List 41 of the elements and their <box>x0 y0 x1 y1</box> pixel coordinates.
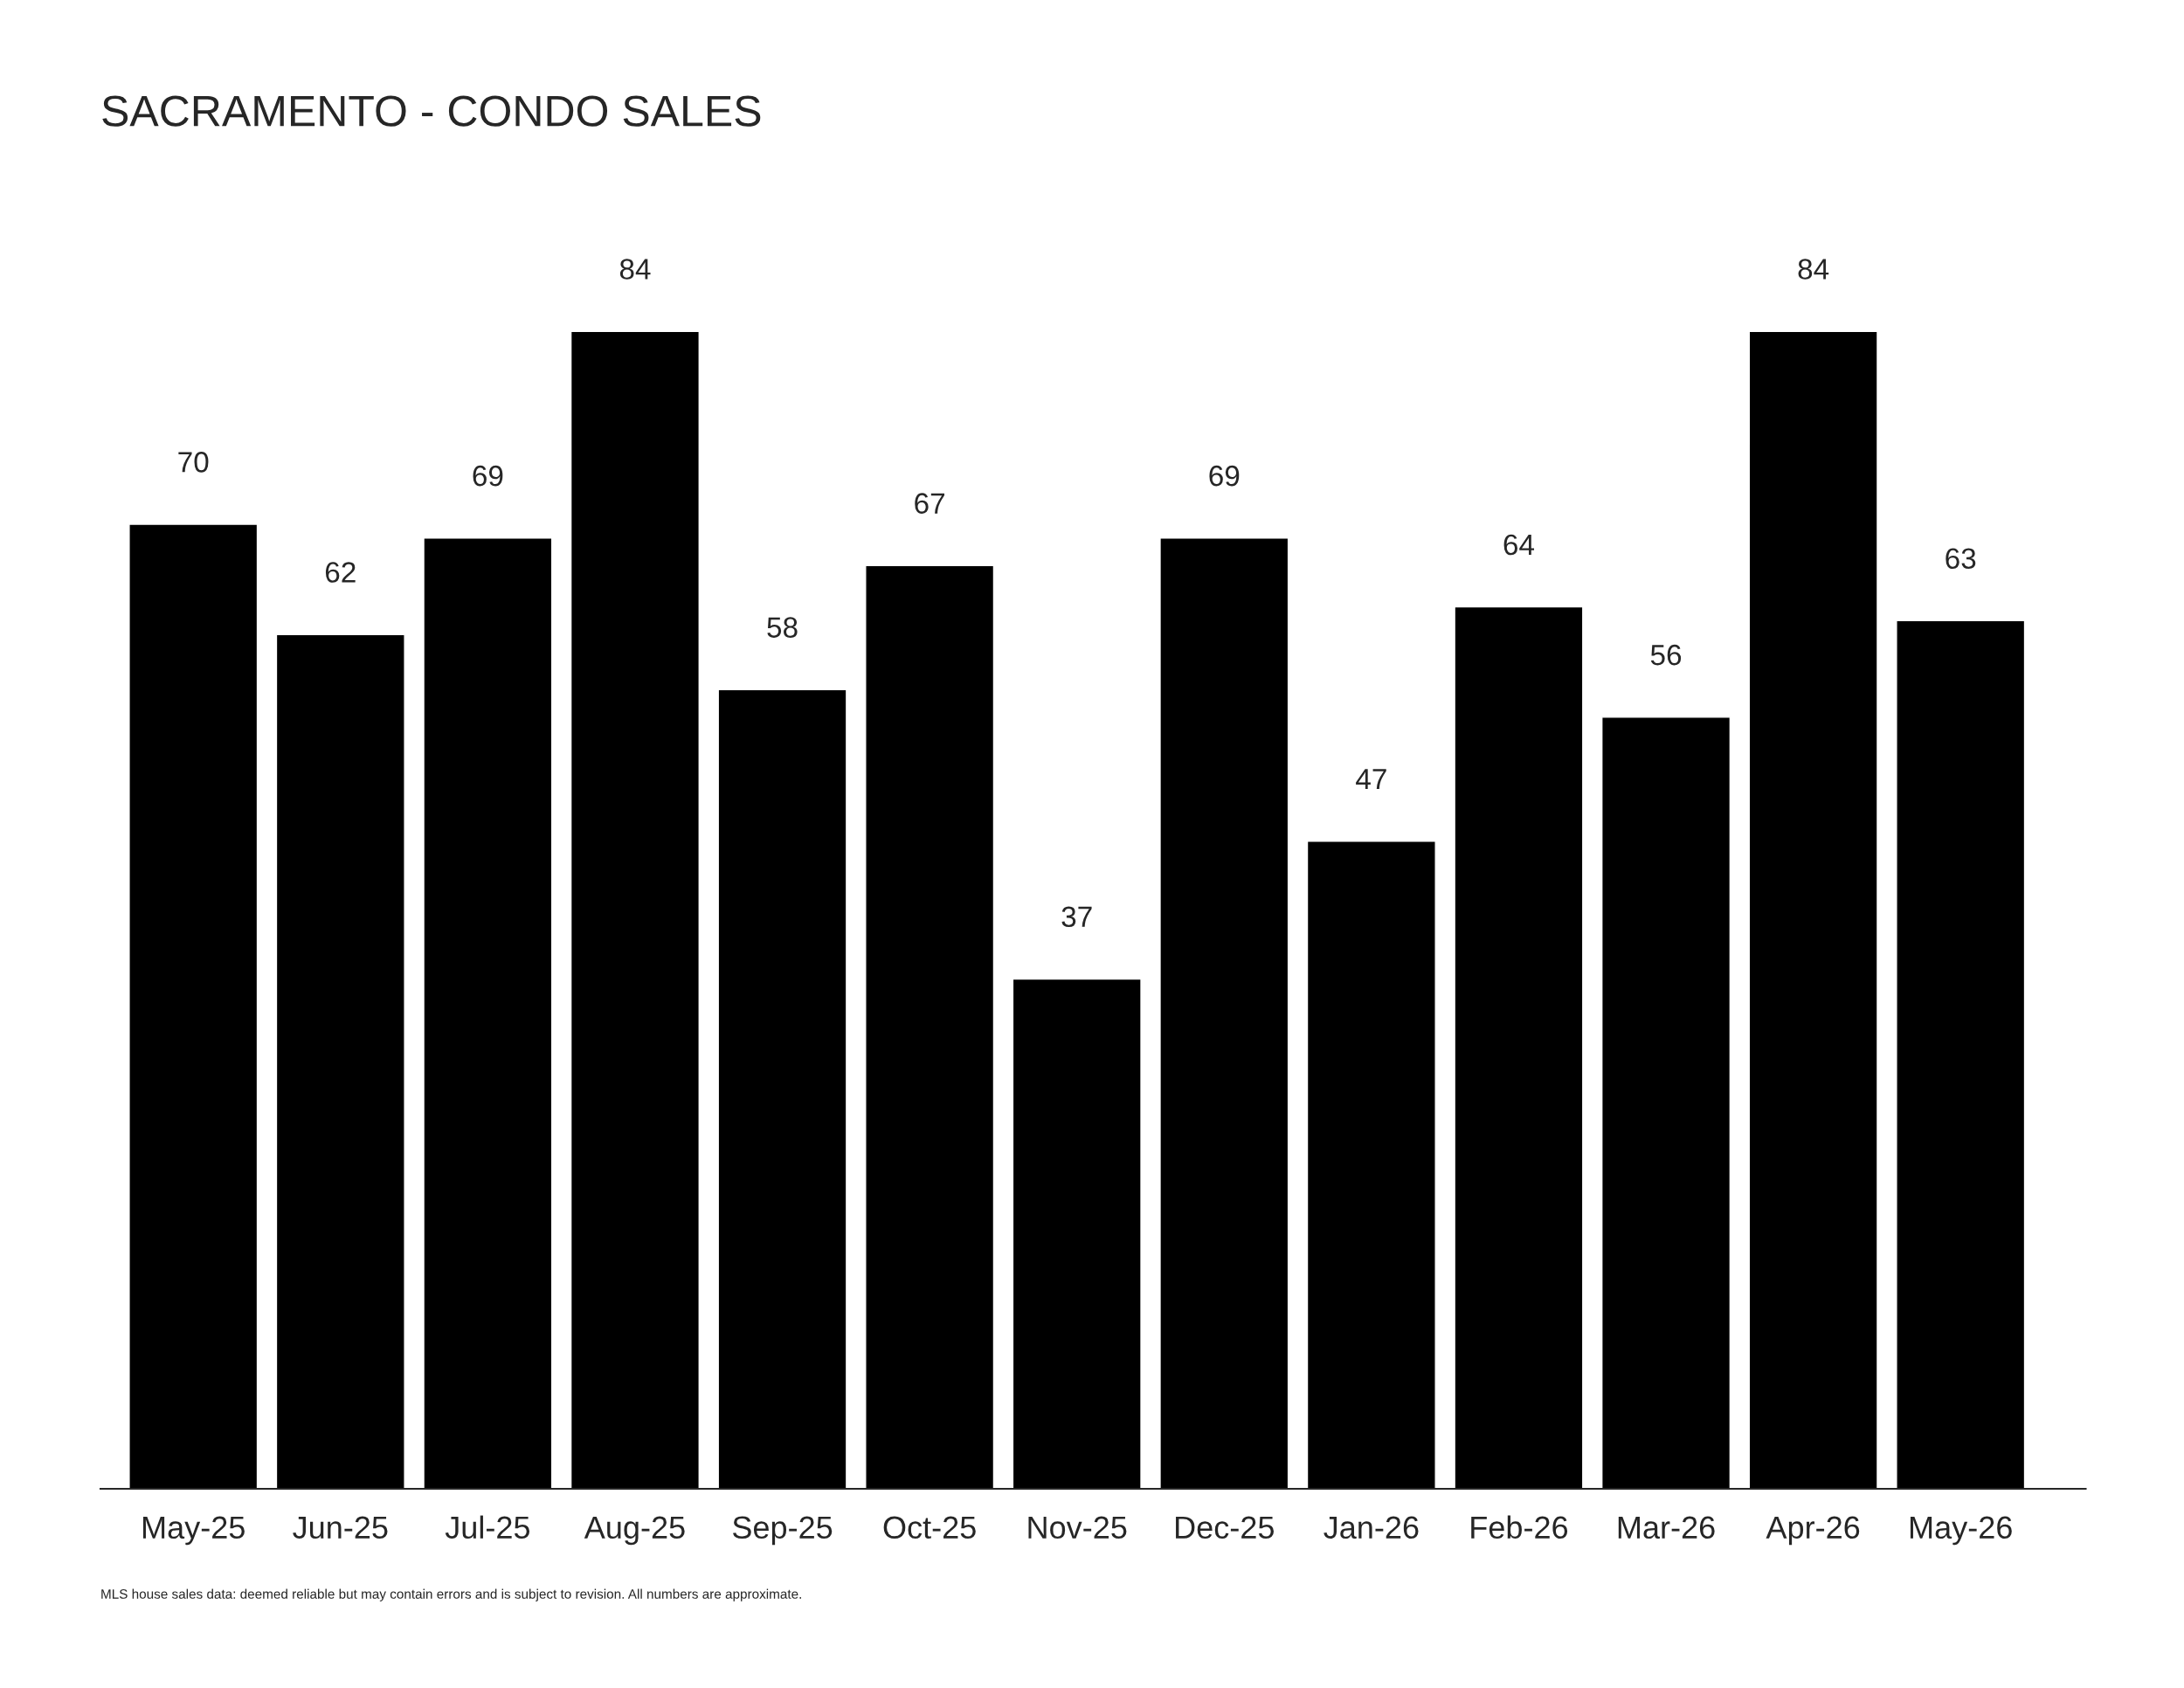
data-label: 62 <box>325 562 356 583</box>
data-label: 70 <box>178 452 209 473</box>
bar <box>1012 978 1142 1490</box>
chart-title: SACRAMENTO - CONDO SALES <box>102 95 761 127</box>
bar <box>570 330 700 1490</box>
x-tick-label: Dec-25 <box>1176 1516 1274 1539</box>
bar <box>1306 841 1436 1490</box>
bar <box>128 523 259 1490</box>
data-label: 69 <box>1209 465 1240 487</box>
data-label: 47 <box>1356 769 1386 790</box>
bar <box>1748 330 1878 1490</box>
data-label: 63 <box>1946 548 1976 570</box>
x-tick-label: Mar-26 <box>1618 1516 1715 1539</box>
bar <box>1454 605 1584 1490</box>
bar <box>865 564 995 1490</box>
data-label: 56 <box>1650 644 1682 666</box>
data-label: 58 <box>767 617 798 638</box>
bar <box>717 688 847 1490</box>
x-tick-label: Apr-26 <box>1766 1516 1860 1546</box>
data-label: 84 <box>1798 259 1829 280</box>
x-tick-label: Sep-25 <box>732 1516 833 1546</box>
x-tick-label: Jul-25 <box>445 1515 530 1539</box>
x-tick-label: Oct-25 <box>883 1516 976 1539</box>
bar <box>1601 716 1731 1490</box>
data-label: 84 <box>619 259 651 280</box>
x-tick-label: May-25 <box>142 1516 245 1546</box>
bar <box>275 633 405 1490</box>
text: MLS house sales data: deemed reliable but may contain errors and is subject to revision. All numbers are approximate. <box>101 1588 801 1602</box>
x-tick-label: May-26 <box>1910 1516 2012 1546</box>
x-tick-label: Aug-25 <box>584 1516 685 1546</box>
data-label: 69 <box>473 465 503 487</box>
bar <box>1159 537 1289 1490</box>
x-tick-label: Jan-26 <box>1324 1516 1419 1539</box>
data-label: 37 <box>1061 906 1092 928</box>
bar <box>1896 619 2026 1490</box>
bar <box>423 537 553 1490</box>
x-tick-label: Feb-26 <box>1471 1515 1568 1539</box>
data-label: 64 <box>1503 534 1535 556</box>
x-tick-label: Nov-25 <box>1028 1516 1127 1539</box>
data-label: 67 <box>915 493 944 514</box>
x-tick-label: Jun-25 <box>293 1516 388 1539</box>
